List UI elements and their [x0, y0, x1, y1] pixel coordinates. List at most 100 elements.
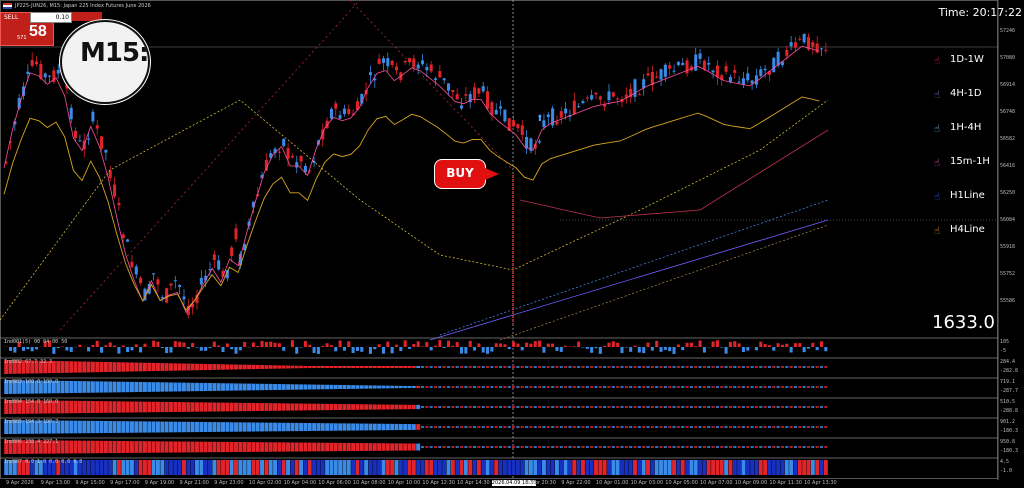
histogram-bar — [811, 342, 815, 347]
histogram-bar — [394, 366, 399, 368]
histogram-bar — [129, 401, 134, 413]
histogram-bar — [299, 460, 304, 475]
histogram-bar — [165, 347, 169, 354]
timeframe-item-1h-4h[interactable]: ☝ 1H-4H — [934, 122, 982, 135]
histogram-bar — [273, 460, 278, 475]
histogram-bar — [225, 364, 230, 370]
histogram-bar — [416, 366, 421, 368]
histogram-bar — [806, 366, 811, 368]
histogram-bar — [238, 402, 243, 412]
histogram-bar — [34, 420, 39, 434]
histogram-bar — [785, 366, 789, 368]
candle-body — [819, 48, 824, 50]
histogram-bar — [121, 345, 125, 347]
histogram-bar — [512, 341, 516, 347]
histogram-bar — [186, 363, 191, 371]
lot-size-input[interactable]: 0.10 — [30, 12, 72, 23]
histogram-bar — [590, 426, 594, 428]
histogram-bar — [577, 426, 581, 428]
histogram-bar — [789, 386, 793, 388]
candle-body — [178, 285, 182, 287]
histogram-bar — [737, 386, 741, 388]
price-scale-label: 57246 — [1000, 28, 1016, 34]
date-axis-label: 10 Apr 12:30 — [422, 480, 455, 486]
histogram-bar — [411, 366, 416, 368]
timeframe-item-h4line[interactable]: ☝ H4Line — [934, 224, 985, 237]
histogram-bar — [333, 460, 338, 475]
histogram-bar — [238, 460, 243, 475]
candle-body — [117, 202, 121, 206]
histogram-bar — [8, 420, 13, 434]
date-axis-label: 9 Apr 22:00 — [561, 480, 591, 486]
histogram-bar — [763, 344, 767, 347]
histogram-bar — [607, 406, 611, 408]
histogram-bar — [342, 347, 346, 351]
histogram-bar — [520, 446, 524, 448]
histogram-bar — [628, 460, 633, 475]
histogram-bar — [538, 426, 542, 428]
histogram-bar — [394, 404, 399, 410]
candle-body — [139, 277, 143, 284]
histogram-bar — [377, 385, 382, 389]
histogram-bar — [234, 441, 238, 453]
histogram-bar — [793, 446, 797, 448]
histogram-bar — [30, 360, 35, 374]
histogram-bar — [398, 460, 403, 475]
histogram-bar — [294, 403, 299, 411]
candle-body — [312, 161, 316, 163]
histogram-bar — [256, 345, 260, 347]
histogram-bar — [186, 402, 191, 412]
histogram-bar — [21, 420, 26, 434]
histogram-bar — [316, 423, 321, 431]
candle-body — [277, 151, 281, 153]
histogram-bar — [286, 365, 291, 369]
histogram-bar — [529, 406, 533, 408]
timeframe-item-15m-1h[interactable]: ☝ 15m-1H — [934, 156, 990, 169]
candle-body — [494, 109, 498, 115]
histogram-bar — [559, 426, 563, 428]
histogram-bar — [247, 422, 251, 432]
timeframe-item-4h-1d[interactable]: ☝ 4H-1D — [934, 88, 982, 101]
histogram-bar — [706, 460, 711, 475]
histogram-bar — [113, 345, 117, 347]
histogram-bar — [398, 366, 403, 368]
histogram-bar — [134, 381, 139, 393]
histogram-bar — [538, 340, 542, 347]
date-axis-label: 9 Apr 23:00 — [214, 480, 244, 486]
histogram-bar — [659, 366, 663, 368]
histogram-bar — [512, 446, 516, 448]
histogram-bar — [338, 460, 343, 475]
date-axis-label: 10 Apr 04:00 — [283, 480, 317, 486]
histogram-bar — [190, 421, 195, 433]
histogram-bar — [624, 460, 629, 475]
histogram-bar — [412, 343, 416, 347]
histogram-bar — [468, 366, 472, 368]
histogram-bar — [776, 446, 780, 448]
histogram-bar — [8, 460, 13, 475]
histogram-bar — [69, 460, 74, 475]
histogram-bar — [303, 422, 308, 432]
histogram-bar — [195, 421, 199, 433]
histogram-bar — [798, 446, 802, 448]
histogram-bar — [90, 381, 95, 393]
histogram-bar — [746, 406, 750, 408]
histogram-bar — [750, 426, 754, 428]
histogram-bar — [69, 440, 74, 454]
histogram-bar — [82, 440, 87, 454]
histogram-bar — [824, 386, 828, 388]
buy-button[interactable] — [72, 12, 102, 21]
histogram-bar — [633, 426, 637, 428]
histogram-bar — [724, 366, 728, 368]
candle-body — [208, 269, 212, 271]
candle-body — [182, 296, 186, 300]
histogram-bar — [707, 366, 711, 368]
histogram-bar — [763, 406, 767, 408]
timeframe-item-h1line[interactable]: ☝ H1Line — [934, 190, 985, 203]
histogram-bar — [724, 386, 728, 388]
histogram-bar — [767, 345, 771, 347]
histogram-bar — [694, 386, 698, 388]
timeframe-item-1d-1w[interactable]: ☝ 1D-1W — [934, 54, 984, 67]
histogram-bar — [503, 446, 507, 448]
histogram-bar — [564, 406, 568, 408]
